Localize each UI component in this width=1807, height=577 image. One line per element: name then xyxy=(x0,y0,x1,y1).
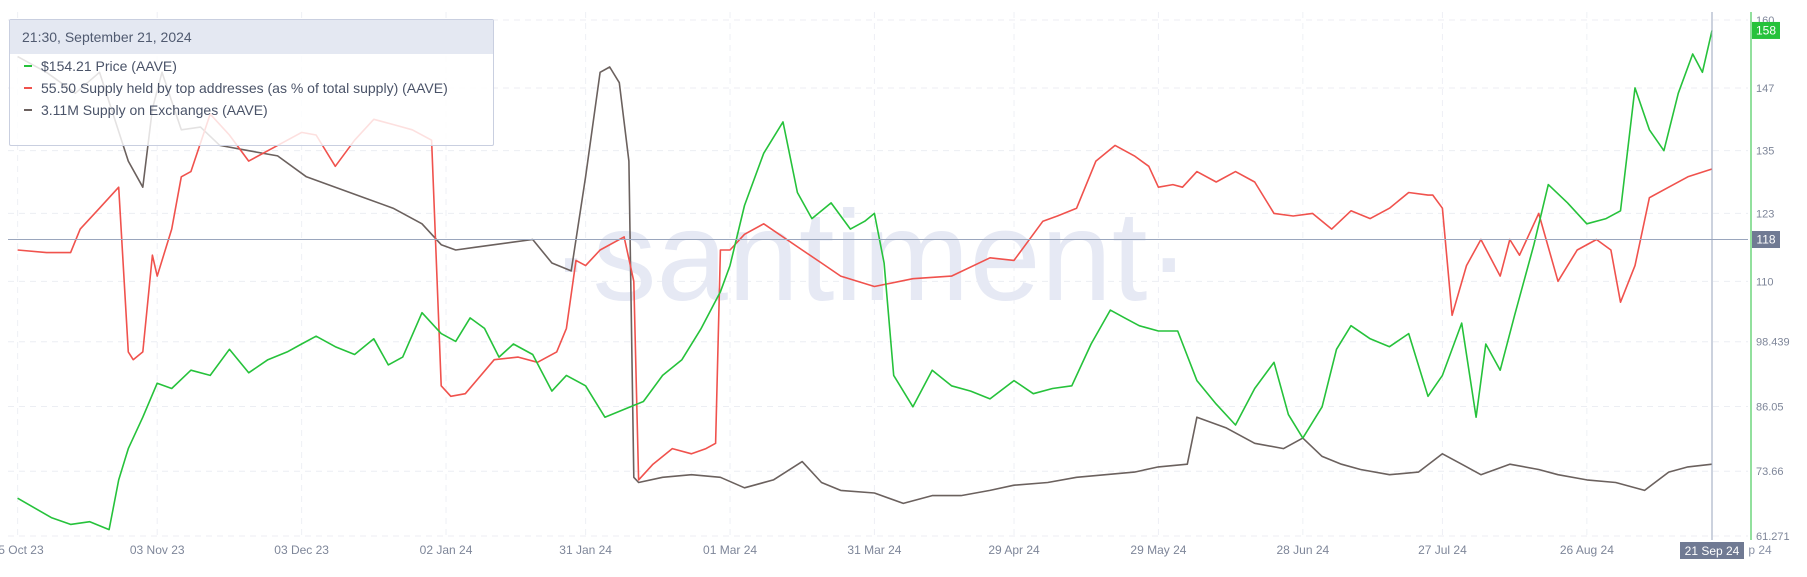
y-tick-label: 98.439 xyxy=(1756,337,1790,349)
y-tick-label: 147 xyxy=(1756,83,1774,95)
x-tick-label: 05 Oct 23 xyxy=(0,543,44,557)
watermark: ·santiment· xyxy=(550,185,1190,328)
y-tick-label: 86.05 xyxy=(1756,401,1784,413)
crosshair-date-suffix: p 24 xyxy=(1748,543,1772,557)
x-tick-label: 31 Mar 24 xyxy=(847,543,901,557)
x-tick-label: 28 Jun 24 xyxy=(1276,543,1329,557)
tooltip-label: Supply on Exchanges (AAVE) xyxy=(82,101,268,118)
price-badge-label: 158 xyxy=(1756,23,1776,37)
tooltip-row-exchanges: 3.11M Supply on Exchanges (AAVE) xyxy=(10,99,493,120)
tooltip-label: Supply held by top addresses (as % of to… xyxy=(79,79,448,96)
tooltip-time: 21:30, September 21, 2024 xyxy=(10,20,493,54)
x-tick-label: 26 Aug 24 xyxy=(1560,543,1614,557)
y-tick-label: 61.271 xyxy=(1756,531,1790,543)
series-layer xyxy=(17,30,1713,531)
crosshair-date-label: 21 Sep 24 xyxy=(1685,544,1740,558)
tooltip-row-price: $154.21 Price (AAVE) xyxy=(10,55,493,76)
price-badge: 158 xyxy=(1752,21,1780,39)
crosshair-value-badge: 118 xyxy=(1752,231,1780,249)
tooltip-value: $154.21 xyxy=(41,57,92,74)
y-tick-label: 110 xyxy=(1756,276,1774,288)
legend-swatch xyxy=(24,86,32,89)
tooltip-value: 55.50 xyxy=(41,79,77,96)
x-axis: 05 Oct 23 03 Nov 23 03 Dec 23 02 Jan 24 31 J… xyxy=(0,543,1614,557)
legend-swatch xyxy=(24,64,32,67)
series-line-price xyxy=(17,30,1713,531)
x-tick-label: 27 Jul 24 xyxy=(1418,543,1467,557)
x-tick-label: 29 May 24 xyxy=(1130,543,1186,557)
series-line-top-holders xyxy=(17,113,1713,481)
crosshair-value-label: 118 xyxy=(1756,233,1775,247)
series-line-exchanges xyxy=(17,55,1713,505)
tooltip-label: Price (AAVE) xyxy=(95,57,177,74)
y-tick-label: 73.66 xyxy=(1756,466,1784,478)
legend-swatch xyxy=(24,108,32,111)
tooltip-value: 3.11M xyxy=(41,101,79,118)
y-tick-label: 135 xyxy=(1756,146,1774,158)
tooltip: 21:30, September 21, 2024 $154.21 Price … xyxy=(9,19,494,146)
crosshair-date-badge: p 24 21 Sep 24 xyxy=(1680,542,1772,559)
x-tick-label: 03 Dec 23 xyxy=(274,543,329,557)
x-tick-label: 03 Nov 23 xyxy=(130,543,185,557)
tooltip-row-top-holders: 55.50 Supply held by top addresses (as %… xyxy=(10,77,493,98)
x-tick-label: 29 Apr 24 xyxy=(988,543,1040,557)
x-tick-label: 02 Jan 24 xyxy=(420,543,473,557)
x-tick-label: 31 Jan 24 xyxy=(559,543,612,557)
y-tick-label: 123 xyxy=(1756,208,1774,220)
x-tick-label: 01 Mar 24 xyxy=(703,543,757,557)
